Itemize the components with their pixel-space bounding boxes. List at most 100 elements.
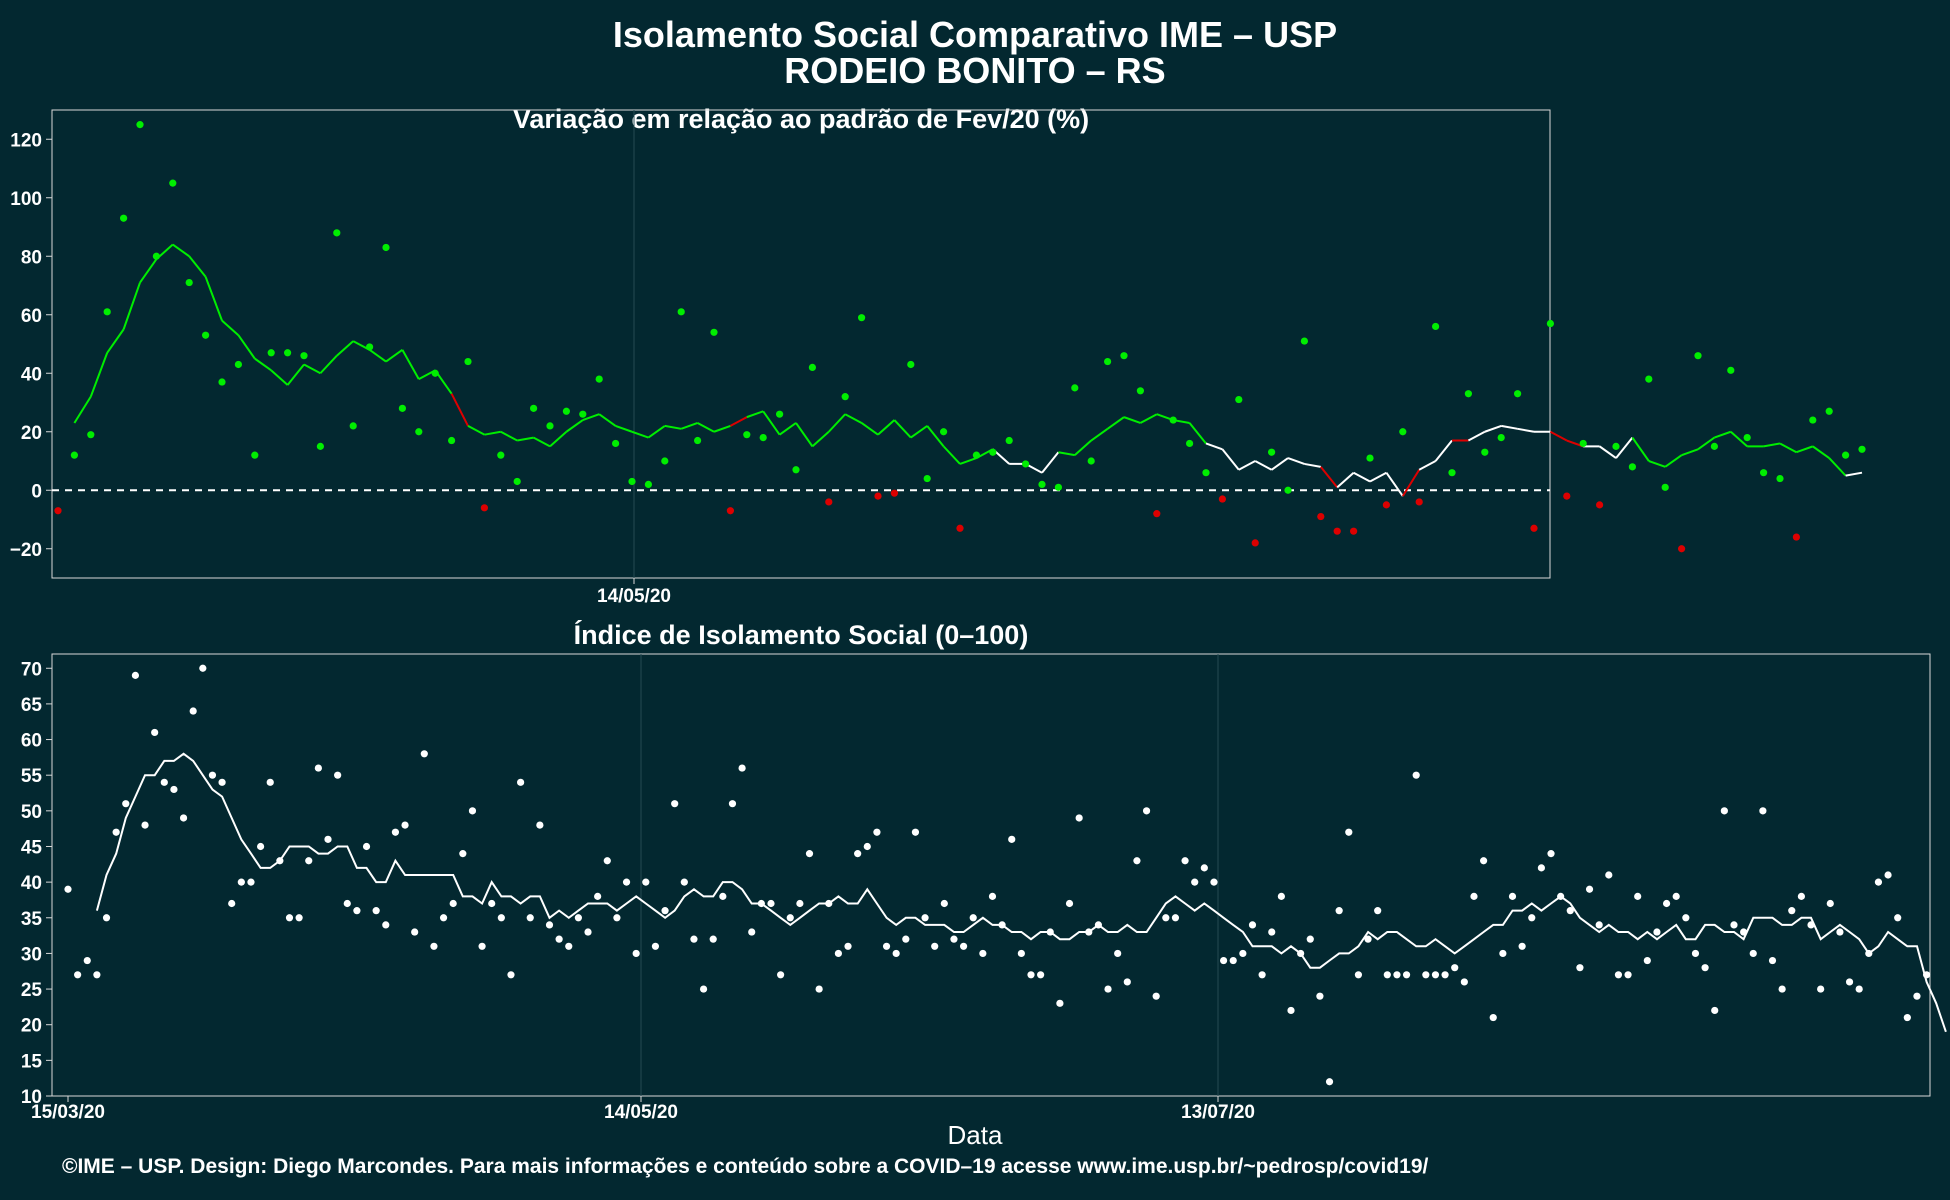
data-point bbox=[748, 928, 756, 936]
data-point bbox=[1634, 892, 1642, 900]
data-point bbox=[160, 778, 168, 786]
data-point bbox=[1585, 885, 1594, 893]
data-point bbox=[83, 956, 91, 965]
data-point bbox=[574, 914, 582, 922]
series-line-segment bbox=[450, 393, 469, 427]
series-line-segment bbox=[1681, 448, 1699, 457]
series-line-segment bbox=[1418, 460, 1437, 471]
data-point bbox=[141, 821, 149, 829]
y-tick-label: 50 bbox=[21, 802, 42, 823]
data-point bbox=[343, 899, 351, 908]
data-point bbox=[1277, 892, 1285, 900]
series-line-segment bbox=[1631, 437, 1650, 462]
data-point bbox=[622, 878, 631, 886]
data-point bbox=[234, 360, 242, 369]
chart-title: Isolamento Social Comparativo IME – USP bbox=[612, 14, 1338, 55]
series-line-segment bbox=[1041, 451, 1060, 474]
series-line-segment bbox=[1779, 442, 1797, 454]
data-point bbox=[448, 436, 456, 445]
data-point bbox=[1792, 533, 1800, 541]
data-point bbox=[1776, 474, 1784, 483]
data-point bbox=[430, 942, 438, 950]
data-point bbox=[882, 942, 891, 950]
data-point bbox=[316, 442, 324, 450]
x-axis-label: Data bbox=[947, 1120, 1003, 1150]
data-point bbox=[805, 850, 814, 858]
series-line-segment bbox=[729, 416, 748, 427]
series-line-segment bbox=[1828, 457, 1847, 477]
data-point bbox=[767, 899, 775, 908]
data-point bbox=[1661, 483, 1669, 491]
data-point bbox=[1229, 956, 1237, 965]
data-point bbox=[594, 892, 602, 900]
data-point bbox=[497, 451, 505, 459]
x-tick-label: 14/05/20 bbox=[604, 1102, 678, 1123]
data-point bbox=[334, 771, 342, 779]
data-point bbox=[792, 466, 800, 474]
data-point bbox=[285, 914, 294, 922]
series-line-segment bbox=[188, 255, 207, 278]
data-point bbox=[1210, 878, 1218, 886]
data-point bbox=[644, 480, 653, 488]
y-tick-label: 60 bbox=[21, 306, 42, 327]
data-point bbox=[64, 885, 72, 893]
y-tick-label: 120 bbox=[10, 130, 42, 151]
data-point bbox=[1268, 928, 1276, 936]
data-point bbox=[257, 842, 265, 851]
y-tick-label: −20 bbox=[10, 540, 42, 561]
data-point bbox=[1008, 835, 1016, 843]
data-point bbox=[1788, 907, 1796, 915]
data-point bbox=[632, 949, 640, 958]
series-line-segment bbox=[286, 363, 305, 386]
data-point bbox=[513, 477, 521, 486]
y-tick-label: 25 bbox=[21, 980, 43, 1001]
series-line-segment bbox=[1205, 442, 1223, 451]
series-line-segment bbox=[1401, 469, 1421, 497]
data-point bbox=[1855, 985, 1863, 993]
data-point bbox=[415, 428, 423, 436]
data-point bbox=[628, 477, 636, 486]
series-line-segment bbox=[1714, 430, 1732, 439]
data-point bbox=[382, 243, 390, 252]
data-point bbox=[391, 828, 400, 836]
data-point bbox=[468, 807, 477, 815]
data-point bbox=[1913, 992, 1921, 1000]
data-point bbox=[530, 404, 538, 412]
data-point bbox=[969, 914, 977, 922]
series-line-segment bbox=[1090, 428, 1109, 442]
data-point bbox=[1054, 483, 1062, 491]
data-point bbox=[1153, 510, 1161, 518]
data-point bbox=[979, 949, 987, 958]
data-point bbox=[1123, 978, 1131, 986]
data-point bbox=[1778, 985, 1786, 993]
series-line-segment bbox=[828, 413, 846, 433]
data-point bbox=[431, 369, 439, 377]
data-point bbox=[353, 907, 361, 915]
data-point bbox=[1701, 964, 1709, 972]
data-point bbox=[93, 971, 101, 979]
data-point bbox=[131, 671, 140, 679]
series-line-segment bbox=[221, 319, 240, 336]
series-line-segment bbox=[1599, 445, 1617, 459]
data-point bbox=[1191, 878, 1199, 886]
data-point bbox=[1508, 892, 1517, 900]
series-line-segment bbox=[664, 424, 682, 430]
data-point bbox=[562, 407, 571, 415]
series-line-segment bbox=[1467, 430, 1486, 442]
series-line-segment bbox=[1845, 471, 1863, 477]
data-point bbox=[112, 828, 120, 836]
data-point bbox=[1220, 956, 1228, 965]
data-point bbox=[267, 349, 275, 357]
data-point bbox=[1364, 935, 1372, 943]
data-point bbox=[1181, 857, 1189, 865]
data-point bbox=[603, 857, 611, 865]
data-point bbox=[1727, 366, 1735, 374]
data-point bbox=[680, 878, 688, 886]
data-point bbox=[1470, 892, 1478, 900]
data-point bbox=[1720, 807, 1728, 815]
x-tick-label: 13/07/20 bbox=[1181, 1102, 1255, 1123]
data-point bbox=[295, 914, 303, 922]
data-point bbox=[1563, 492, 1571, 500]
data-point bbox=[719, 892, 727, 900]
